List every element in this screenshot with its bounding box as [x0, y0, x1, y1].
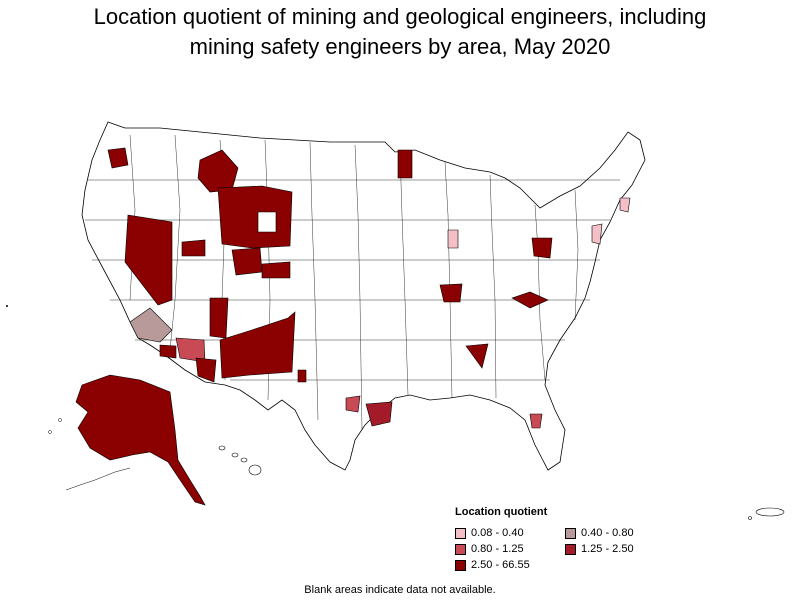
area-colorado-west [231, 247, 263, 276]
title-line-1: Location quotient of mining and geologic… [93, 4, 707, 29]
area-texas-west-small [297, 369, 307, 383]
legend-label: 2.50 - 66.55 [471, 559, 530, 571]
puerto-rico [748, 507, 785, 520]
area-mississippi [465, 343, 489, 369]
legend-label: 0.08 - 0.40 [471, 527, 524, 539]
legend-item: 0.40 - 0.80 [565, 526, 675, 540]
area-texas-houston [365, 401, 393, 427]
area-minnesota [397, 149, 413, 179]
legend-item: 0.08 - 0.40 [455, 526, 565, 540]
area-arizona-south [159, 344, 177, 359]
area-wyoming-hole [257, 211, 277, 233]
hawaii [218, 445, 262, 476]
area-arizona-east [195, 357, 217, 383]
footnote: Blank areas indicate data not available. [304, 584, 496, 596]
legend-swatch [455, 543, 466, 555]
legend-item: 1.25 - 2.50 [565, 542, 675, 556]
area-nevada [124, 214, 173, 306]
title-line-2: mining safety engineers by area, May 202… [189, 34, 611, 59]
legend-items: 0.08 - 0.40 0.40 - 0.80 0.80 - 1.25 1.25… [455, 526, 685, 572]
legend-label: 1.25 - 2.50 [581, 543, 634, 555]
area-missouri [439, 283, 463, 303]
legend-swatch [455, 527, 466, 539]
area-washington [107, 147, 129, 169]
legend-swatch [455, 559, 466, 571]
area-florida [529, 413, 543, 429]
area-wyoming [217, 185, 293, 249]
area-ohio [531, 237, 553, 259]
legend-swatch [565, 527, 576, 539]
legend-label: 0.40 - 0.80 [581, 527, 634, 539]
alaska [75, 374, 206, 506]
legend-label: 0.80 - 1.25 [471, 543, 524, 555]
highlighted-areas [107, 147, 631, 429]
legend-title: Location quotient [455, 506, 548, 518]
legend-item: 2.50 - 66.55 [455, 558, 565, 572]
area-texas-central [345, 395, 361, 413]
area-utah-north [181, 239, 206, 257]
legend-swatch [565, 543, 576, 555]
area-pennsylvania [591, 223, 603, 245]
area-new-mexico [219, 311, 296, 379]
area-california-south [129, 307, 173, 343]
area-massachusetts [619, 197, 631, 213]
area-illinois [447, 229, 459, 249]
legend-item: 0.80 - 1.25 [455, 542, 565, 556]
legend: Location quotient 0.08 - 0.40 0.40 - 0.8… [455, 506, 685, 572]
area-new-mexico-north [209, 297, 229, 339]
map-title: Location quotient of mining and geologic… [0, 2, 800, 62]
area-kentucky [511, 291, 549, 309]
area-colorado-east [261, 261, 291, 279]
small-island [6, 305, 8, 307]
alaska-islands [48, 418, 131, 491]
